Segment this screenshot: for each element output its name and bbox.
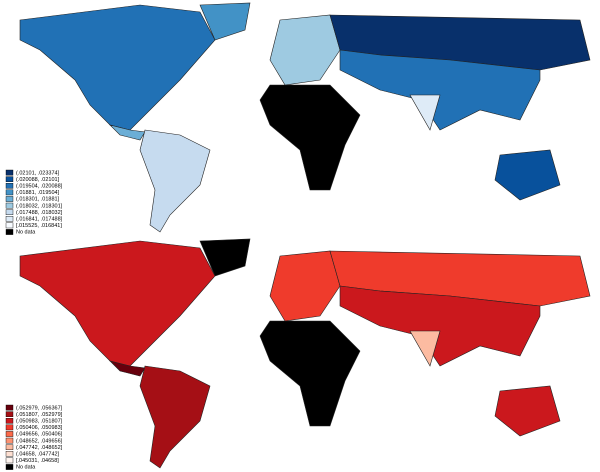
legend-label: [.045031, .04658]: [16, 458, 59, 464]
legend-label: (.052979, .056367]: [16, 405, 63, 411]
legend-swatch: [5, 215, 14, 222]
legend-swatch: [5, 437, 14, 444]
africa: [259, 320, 361, 427]
legend-label: (.050406, .050983]: [16, 425, 63, 431]
legend-label: No data: [16, 465, 36, 471]
legend-label: [.015525, .016841]: [16, 223, 62, 229]
world-map-blue: [19, 2, 591, 233]
australia: [494, 149, 561, 201]
legend-label: (.049656, .050406]: [16, 432, 63, 438]
legend-swatch: [5, 457, 14, 464]
legend-label: (.019504, .020088]: [16, 183, 63, 189]
legend-swatch: [5, 431, 14, 437]
asia: [339, 285, 541, 367]
legend-swatch: [5, 222, 14, 229]
legend-swatch: [5, 229, 14, 235]
legend-swatch: [5, 169, 14, 176]
south-america: [139, 129, 211, 233]
legend-label: (.02101, .023374]: [16, 170, 60, 176]
legend-swatch: [5, 451, 14, 457]
legend-label: (.017488, .018032]: [16, 210, 63, 216]
legends: (.02101, .023374](.020088, .02101](.0195…: [5, 169, 63, 471]
legend-swatch: [5, 404, 14, 411]
legend-swatch: [5, 418, 14, 424]
north-america: [19, 240, 216, 367]
legend-swatch: [5, 209, 14, 216]
legend-label: (.048652, .049656]: [16, 438, 63, 444]
legend-label: (.018301, .01881]: [16, 197, 60, 203]
legend-label: (.020088, .02101]: [16, 177, 60, 183]
south-america: [139, 365, 211, 469]
greenland: [199, 2, 251, 41]
legend-label: (.051807, .052979]: [16, 412, 63, 418]
legend-swatch: [5, 176, 14, 183]
central-america: [109, 124, 146, 141]
legend-swatch: [5, 202, 14, 209]
central-america: [109, 360, 146, 377]
legend-swatch: [5, 182, 14, 189]
africa: [259, 84, 361, 191]
asia: [339, 49, 541, 131]
legend-label: (.047742, .048652]: [16, 445, 63, 451]
legend-label: (.050983, .051807]: [16, 418, 63, 424]
legend-label: (.04658, .047742]: [16, 451, 60, 457]
legend-swatch: [5, 444, 14, 451]
legend-label: (.018032, .018301]: [16, 203, 63, 209]
australia: [494, 385, 561, 437]
legend-swatch: [5, 189, 14, 196]
legend-label: No data: [16, 230, 36, 236]
india: [409, 330, 441, 367]
legend-label: (.01881, .019504]: [16, 190, 60, 196]
legend-label: (.016841, .017488]: [16, 216, 63, 222]
north-america: [19, 4, 216, 131]
world-map-red: [19, 238, 591, 469]
india: [409, 94, 441, 131]
legend-swatch: [5, 464, 14, 470]
greenland: [199, 238, 251, 277]
legend-swatch: [5, 411, 14, 418]
europe: [269, 14, 341, 86]
legend-swatch: [5, 424, 14, 431]
europe: [269, 250, 341, 322]
legend-swatch: [5, 196, 14, 202]
